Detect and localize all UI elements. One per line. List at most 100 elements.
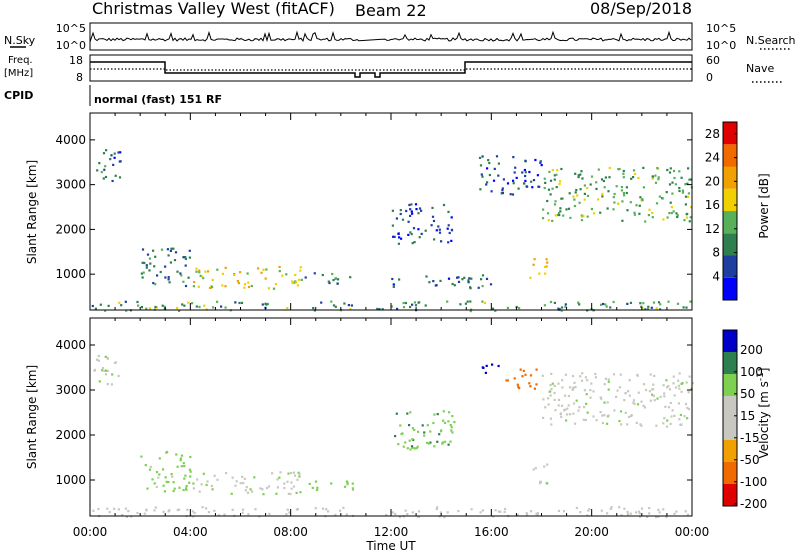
- echo-cell: [605, 305, 608, 308]
- echo-cell: [321, 507, 325, 510]
- velocity-panel: 1000 2000 3000 4000 Slant Range [km] 200 100…: [25, 317, 771, 519]
- echo-cell: [640, 507, 644, 510]
- echo-cell: [517, 385, 520, 388]
- echo-cell: [551, 382, 554, 385]
- echo-cell: [159, 270, 162, 274]
- echo-cell: [585, 393, 588, 396]
- echo-cell: [524, 171, 527, 174]
- colorbar-swatch: [723, 233, 737, 256]
- echo-cell: [265, 487, 269, 490]
- echo-cell: [550, 388, 553, 391]
- echo-cell: [182, 256, 185, 259]
- colorbar-tick-label: 8: [712, 246, 720, 260]
- echo-cell: [336, 282, 339, 285]
- echo-cell: [246, 272, 249, 275]
- echo-cell: [672, 169, 676, 173]
- echo-cell: [663, 395, 666, 398]
- colorbar-tick-label: 50: [740, 387, 755, 401]
- echo-cell: [188, 481, 191, 484]
- echo-cell: [398, 236, 401, 239]
- echo-cell: [439, 279, 442, 282]
- echo-cell: [315, 488, 319, 492]
- echo-cell: [553, 174, 556, 177]
- echo-cell: [565, 208, 568, 211]
- echo-cell: [414, 203, 418, 206]
- echo-cell: [435, 284, 438, 287]
- echo-cell: [615, 395, 618, 398]
- echo-cell: [501, 189, 504, 192]
- echo-cell: [186, 508, 189, 511]
- echo-cell: [564, 373, 567, 376]
- colorbar-swatch: [723, 374, 737, 396]
- echo-cell: [330, 300, 333, 303]
- echo-cell: [158, 457, 161, 460]
- echo-cell: [658, 195, 661, 198]
- echo-cell: [669, 401, 672, 405]
- echo-cell: [314, 507, 317, 510]
- echo-cell: [290, 481, 293, 484]
- echo-cell: [221, 284, 224, 287]
- echo-cell: [654, 174, 657, 177]
- echo-cell: [524, 179, 527, 182]
- echo-cell: [104, 373, 108, 376]
- echo-cell: [501, 187, 504, 190]
- echo-cell: [678, 372, 681, 375]
- echo-cell: [314, 480, 318, 483]
- echo-cell: [345, 513, 348, 516]
- echo-cell: [505, 379, 508, 382]
- echo-cell: [287, 492, 290, 495]
- echo-cell: [481, 509, 484, 512]
- echo-cell: [506, 306, 509, 309]
- echo-cell: [97, 359, 100, 362]
- echo-cell: [563, 394, 567, 397]
- echo-cell: [482, 366, 485, 369]
- echo-cell: [294, 273, 297, 277]
- colorbar-swatch: [723, 484, 737, 506]
- echo-cell: [174, 251, 178, 254]
- echo-cell: [560, 309, 563, 312]
- echo-cell: [440, 240, 443, 243]
- echo-cell: [579, 173, 582, 176]
- noise-panel-frame: [89, 22, 693, 51]
- echo-cell: [536, 174, 539, 177]
- echo-cell: [286, 307, 289, 310]
- echo-cell: [216, 478, 219, 481]
- echo-cell: [547, 403, 550, 406]
- echo-cell: [195, 267, 198, 270]
- echo-cell: [176, 465, 179, 468]
- echo-cell: [512, 182, 515, 185]
- echo-cell: [538, 272, 541, 275]
- echo-cell: [182, 280, 185, 283]
- echo-cell: [627, 390, 630, 393]
- echo-cell: [579, 188, 582, 191]
- nsky-trace: [89, 30, 692, 43]
- power-x-ticks: [89, 113, 693, 310]
- echo-cell: [207, 270, 210, 273]
- echo-cell: [571, 375, 575, 378]
- echo-cell: [648, 507, 651, 510]
- echo-cell: [198, 271, 201, 274]
- echo-cell: [176, 508, 179, 512]
- echo-cell: [662, 422, 665, 425]
- echo-cell: [679, 413, 682, 417]
- echo-cell: [637, 391, 640, 394]
- echo-cell: [350, 304, 353, 307]
- echo-cell: [167, 254, 170, 257]
- echo-cell: [332, 279, 335, 282]
- echo-cell: [401, 432, 404, 435]
- x-tick-label: 00:00: [675, 525, 710, 539]
- echo-cell: [457, 280, 461, 283]
- echo-cell: [457, 276, 460, 279]
- freq-label: Freq.: [8, 55, 33, 66]
- echo-cell: [192, 285, 195, 288]
- echo-cell: [547, 219, 550, 222]
- echo-cell: [450, 216, 453, 219]
- echo-cell: [113, 361, 116, 364]
- cpid-label: CPID: [4, 89, 33, 102]
- echo-cell: [395, 412, 398, 415]
- noise-trace: [89, 30, 692, 43]
- echo-cell: [253, 476, 256, 479]
- echo-cell: [624, 392, 627, 395]
- echo-cell: [672, 382, 675, 385]
- echo-cell: [394, 435, 397, 438]
